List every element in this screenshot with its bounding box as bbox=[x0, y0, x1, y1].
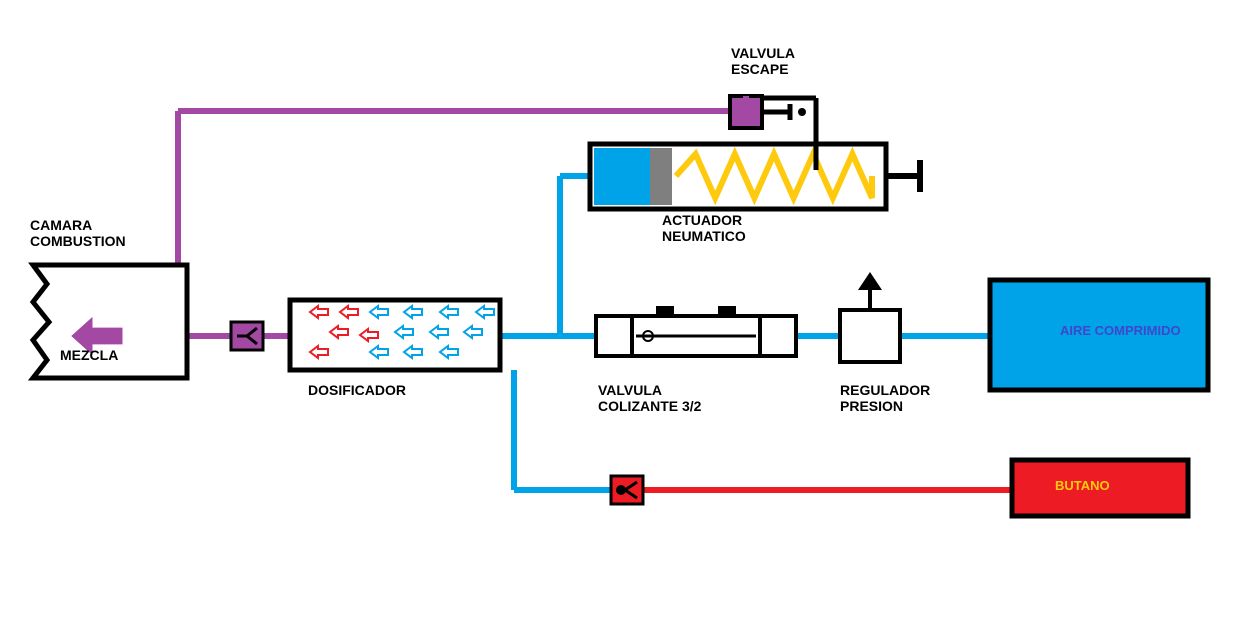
label-aire: AIRE COMPRIMIDO bbox=[1060, 323, 1181, 338]
label-butano: BUTANO bbox=[1055, 478, 1110, 493]
label-dosificador: DOSIFICADOR bbox=[308, 382, 406, 398]
label-mezcla: MEZCLA bbox=[60, 347, 118, 363]
label-valvula-escape: VALVULAESCAPE bbox=[731, 45, 795, 77]
label-actuador: ACTUADORNEUMATICO bbox=[662, 212, 746, 244]
